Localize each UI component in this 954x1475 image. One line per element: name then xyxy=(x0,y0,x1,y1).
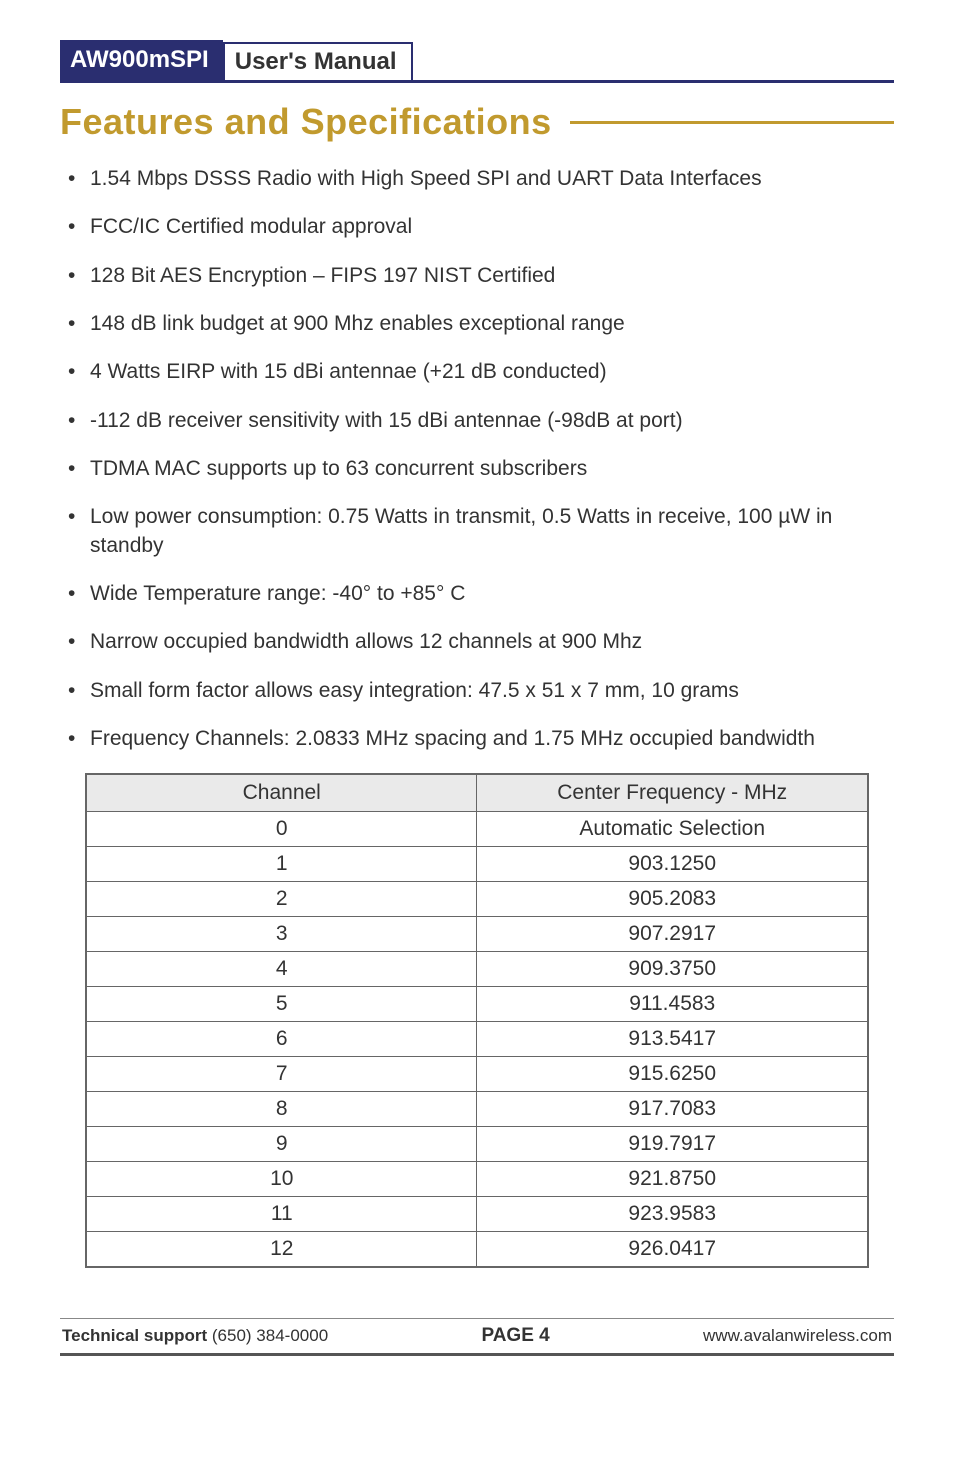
table-row: 6913.5417 xyxy=(86,1022,868,1057)
header-model-label: AW900mSPI xyxy=(60,40,223,80)
table-header-row: Channel Center Frequency - MHz xyxy=(86,774,868,812)
feature-item: Frequency Channels: 2.0833 MHz spacing a… xyxy=(90,725,894,753)
table-cell: 12 xyxy=(86,1232,477,1268)
frequency-table: Channel Center Frequency - MHz 0Automati… xyxy=(85,773,869,1268)
table-cell: 921.8750 xyxy=(477,1162,868,1197)
table-cell: 909.3750 xyxy=(477,952,868,987)
table-row: 2905.2083 xyxy=(86,882,868,917)
table-cell: 905.2083 xyxy=(477,882,868,917)
table-row: 9919.7917 xyxy=(86,1127,868,1162)
table-cell: 4 xyxy=(86,952,477,987)
table-cell: 3 xyxy=(86,917,477,952)
table-cell: 913.5417 xyxy=(477,1022,868,1057)
footer-rule-thin xyxy=(60,1318,894,1319)
feature-item: FCC/IC Certified modular approval xyxy=(90,213,894,241)
table-cell: 10 xyxy=(86,1162,477,1197)
footer-support: Technical support (650) 384-0000 xyxy=(62,1326,328,1346)
table-cell: 8 xyxy=(86,1092,477,1127)
table-row: 11923.9583 xyxy=(86,1197,868,1232)
frequency-table-body: 0Automatic Selection1903.12502905.208339… xyxy=(86,812,868,1268)
table-cell: Automatic Selection xyxy=(477,812,868,847)
table-cell: 915.6250 xyxy=(477,1057,868,1092)
table-cell: 2 xyxy=(86,882,477,917)
header-bar: AW900mSPI User's Manual xyxy=(60,40,894,83)
table-cell: 6 xyxy=(86,1022,477,1057)
footer-support-label: Technical support xyxy=(62,1326,207,1345)
section-title: Features and Specifications xyxy=(60,101,552,143)
feature-item: TDMA MAC supports up to 63 concurrent su… xyxy=(90,455,894,483)
page-footer: Technical support (650) 384-0000 PAGE 4 … xyxy=(60,1318,894,1356)
table-row: 10921.8750 xyxy=(86,1162,868,1197)
table-cell: 907.2917 xyxy=(477,917,868,952)
table-cell: 919.7917 xyxy=(477,1127,868,1162)
table-row: 12926.0417 xyxy=(86,1232,868,1268)
header-manual-label: User's Manual xyxy=(223,42,413,80)
footer-url: www.avalanwireless.com xyxy=(703,1326,892,1346)
feature-item: -112 dB receiver sensitivity with 15 dBi… xyxy=(90,407,894,435)
table-row: 4909.3750 xyxy=(86,952,868,987)
features-list: 1.54 Mbps DSSS Radio with High Speed SPI… xyxy=(60,165,894,753)
footer-row: Technical support (650) 384-0000 PAGE 4 … xyxy=(60,1325,894,1351)
table-row: 1903.1250 xyxy=(86,847,868,882)
table-row: 3907.2917 xyxy=(86,917,868,952)
footer-page-number: PAGE 4 xyxy=(481,1325,549,1347)
table-cell: 0 xyxy=(86,812,477,847)
table-row: 0Automatic Selection xyxy=(86,812,868,847)
table-cell: 911.4583 xyxy=(477,987,868,1022)
section-title-row: Features and Specifications xyxy=(60,101,894,143)
table-cell: 5 xyxy=(86,987,477,1022)
table-cell: 7 xyxy=(86,1057,477,1092)
table-row: 7915.6250 xyxy=(86,1057,868,1092)
table-cell: 926.0417 xyxy=(477,1232,868,1268)
table-cell: 903.1250 xyxy=(477,847,868,882)
feature-item: Wide Temperature range: -40° to +85° C xyxy=(90,580,894,608)
feature-item: Small form factor allows easy integratio… xyxy=(90,677,894,705)
table-cell: 11 xyxy=(86,1197,477,1232)
feature-item: Low power consumption: 0.75 Watts in tra… xyxy=(90,503,894,560)
table-cell: 923.9583 xyxy=(477,1197,868,1232)
section-title-rule xyxy=(570,121,894,124)
footer-rule-thick xyxy=(60,1353,894,1356)
table-row: 5911.4583 xyxy=(86,987,868,1022)
table-header-channel: Channel xyxy=(86,774,477,812)
feature-item: 148 dB link budget at 900 Mhz enables ex… xyxy=(90,310,894,338)
feature-item: 4 Watts EIRP with 15 dBi antennae (+21 d… xyxy=(90,358,894,386)
table-cell: 917.7083 xyxy=(477,1092,868,1127)
feature-item: 128 Bit AES Encryption – FIPS 197 NIST C… xyxy=(90,262,894,290)
table-row: 8917.7083 xyxy=(86,1092,868,1127)
feature-item: Narrow occupied bandwidth allows 12 chan… xyxy=(90,628,894,656)
footer-support-phone: (650) 384-0000 xyxy=(212,1326,328,1345)
table-header-frequency: Center Frequency - MHz xyxy=(477,774,868,812)
table-cell: 9 xyxy=(86,1127,477,1162)
feature-item: 1.54 Mbps DSSS Radio with High Speed SPI… xyxy=(90,165,894,193)
table-cell: 1 xyxy=(86,847,477,882)
